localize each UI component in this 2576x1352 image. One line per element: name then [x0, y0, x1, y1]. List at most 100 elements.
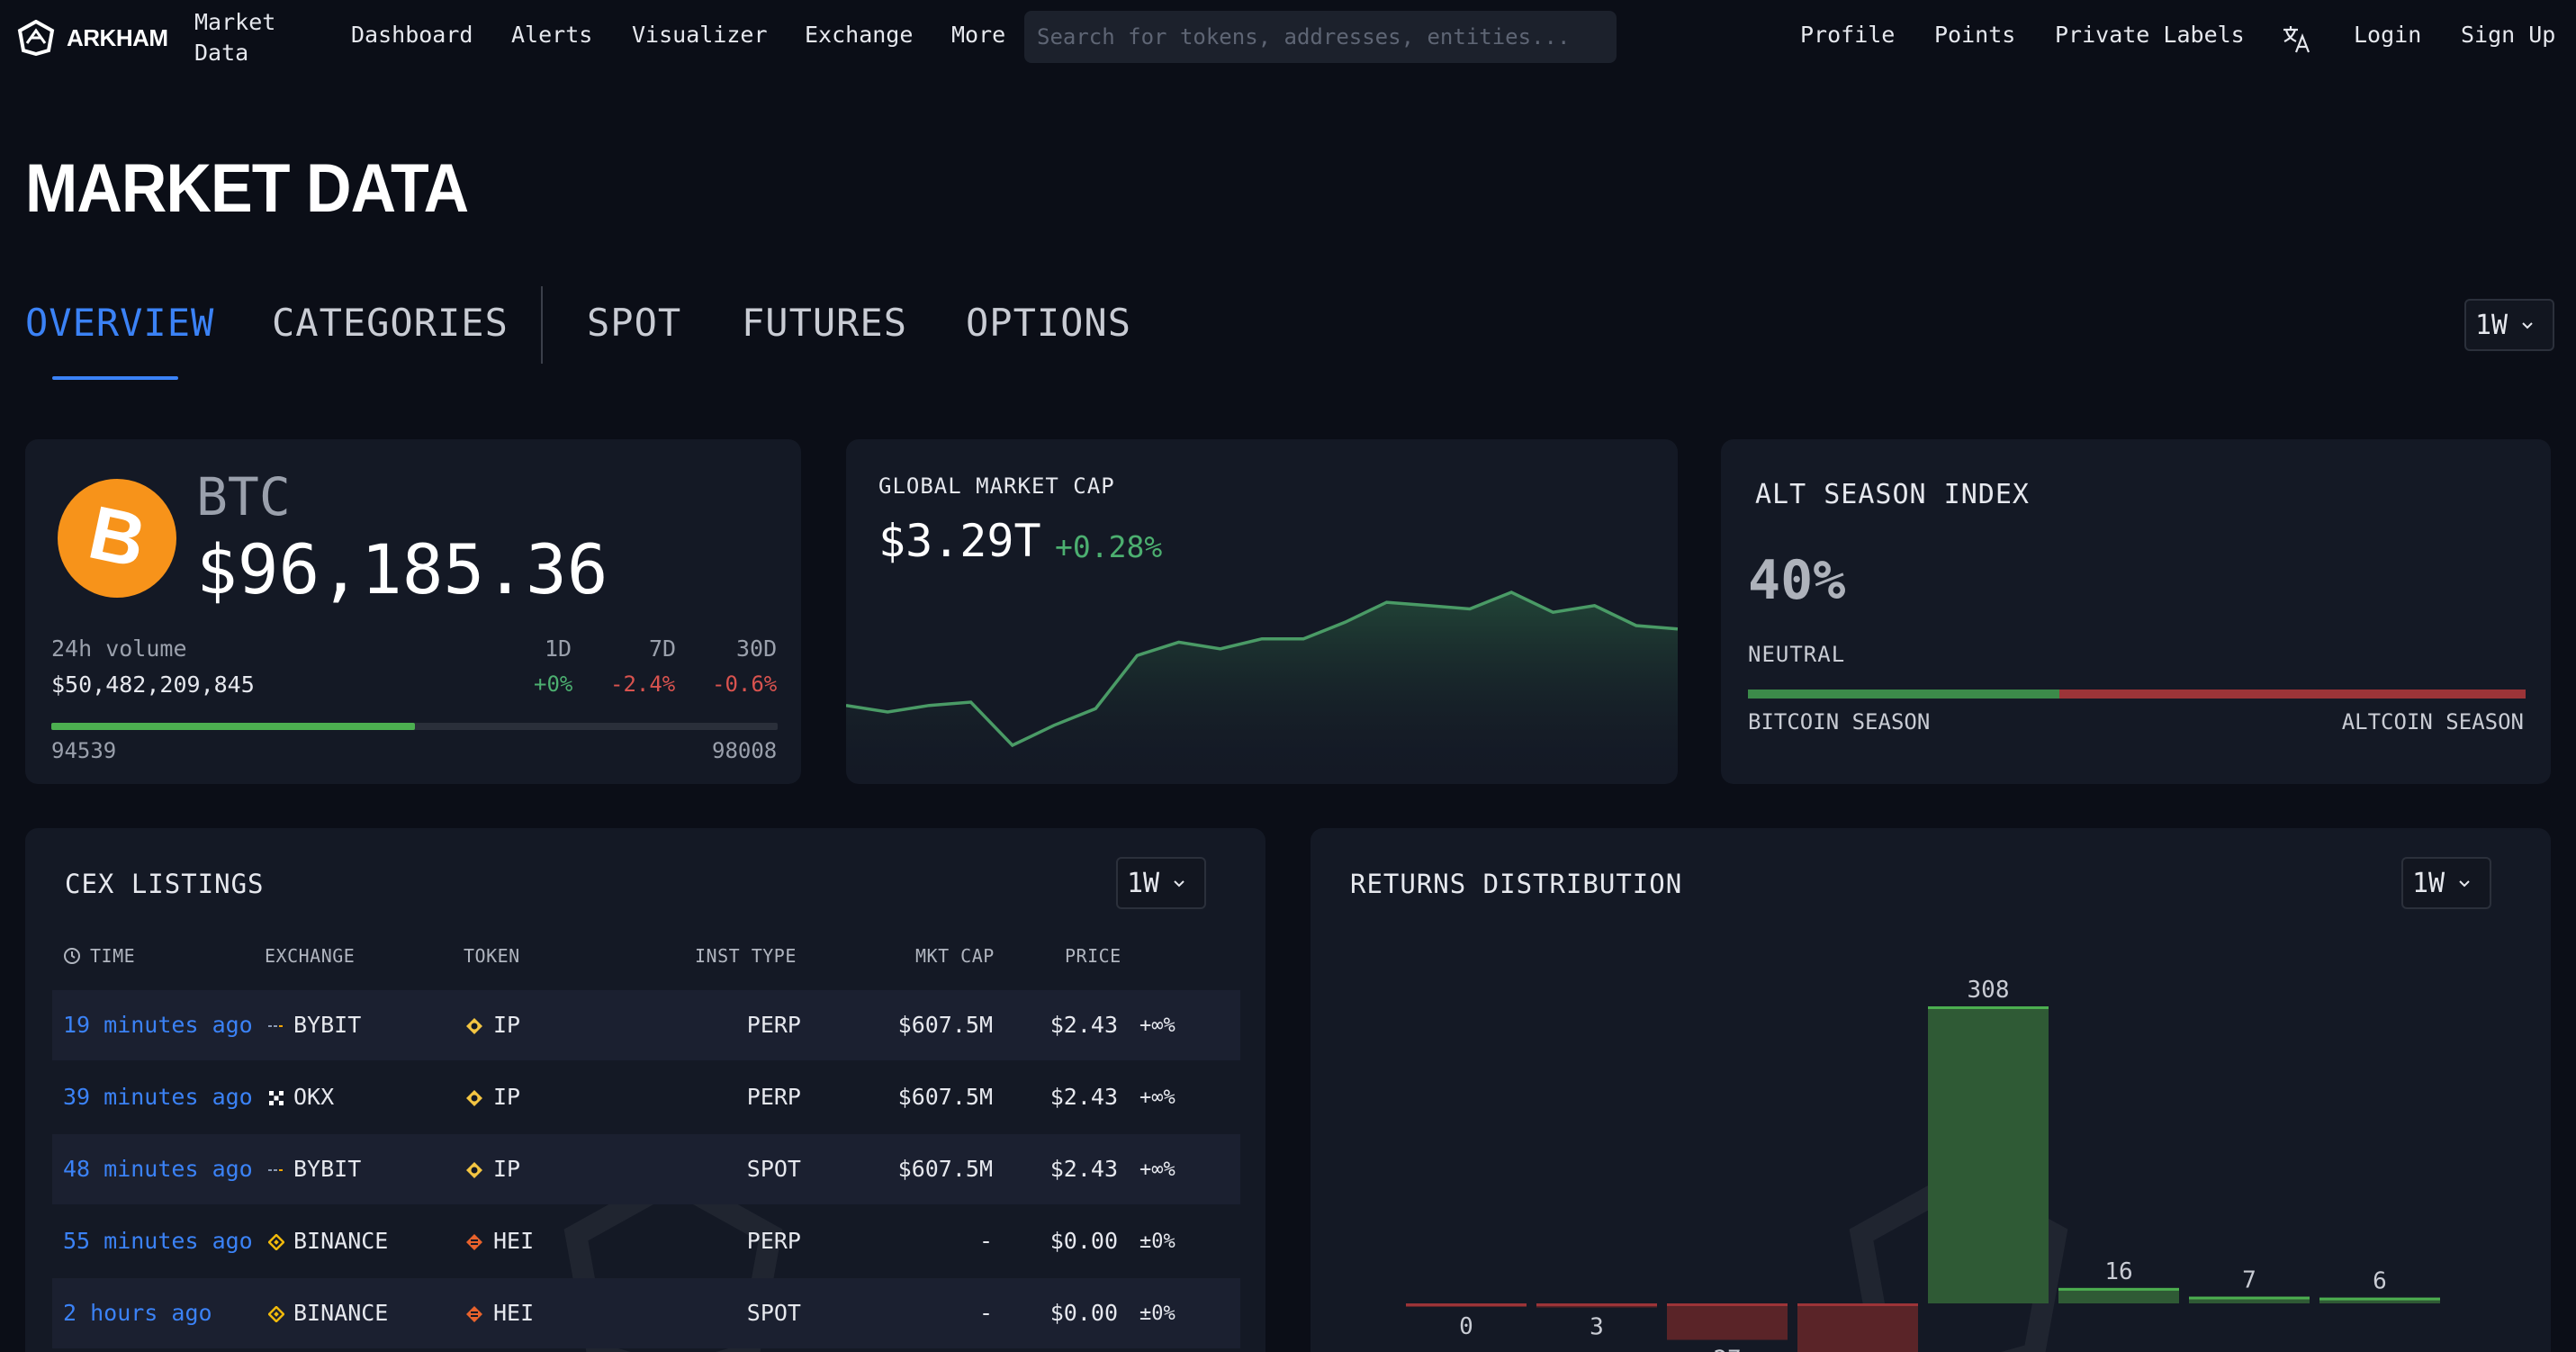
range-low: 94539 — [51, 738, 117, 763]
row-change: +∞% — [1139, 1086, 1175, 1109]
returns-bar[interactable] — [1928, 1006, 2049, 1303]
bitcoin-season-label: BITCOIN SEASON — [1748, 709, 1931, 735]
brand-logo-link[interactable]: ARKHAM — [16, 20, 168, 56]
chevron-down-icon — [1174, 880, 1184, 888]
table-row[interactable]: 2 hours ago BINANCE HEI SPOT - $0.00 ±0% — [52, 1278, 1240, 1348]
altcoin-season-label: ALTCOIN SEASON — [2341, 709, 2524, 735]
row-token[interactable]: IP — [464, 1156, 520, 1182]
table-row[interactable]: 39 minutes ago OKX IP PERP $607.5M $2.43 +∞% — [52, 1062, 1240, 1132]
col-time[interactable]: TIME — [90, 945, 136, 967]
search-input[interactable] — [1037, 24, 1617, 50]
row-time-link[interactable]: 55 minutes ago — [63, 1228, 253, 1254]
nav-points[interactable]: Points — [1934, 22, 2016, 48]
cex-range-select[interactable]: 1W — [1116, 857, 1206, 909]
returns-bar[interactable] — [2058, 1287, 2179, 1303]
alt-season-card[interactable]: ALT SEASON INDEX 40% NEUTRAL BITCOIN SEA… — [1721, 439, 2551, 784]
tab-divider — [541, 286, 543, 364]
returns-bar-label: 27 — [1713, 1347, 1741, 1352]
returns-bar-label: 16 — [2104, 1258, 2132, 1285]
brand-name: ARKHAM — [67, 23, 168, 51]
row-time-link[interactable]: 2 hours ago — [63, 1300, 212, 1326]
login-link[interactable]: Login — [2354, 22, 2422, 48]
row-time-link[interactable]: 48 minutes ago — [63, 1156, 253, 1182]
hei-token-icon — [464, 1228, 493, 1254]
row-token[interactable]: HEI — [464, 1300, 534, 1326]
tab-spot[interactable]: SPOT — [587, 301, 682, 345]
signup-link[interactable]: Sign Up — [2461, 22, 2556, 48]
row-exchange[interactable]: OKX — [268, 1084, 334, 1110]
tab-overview[interactable]: OVERVIEW — [25, 301, 215, 345]
nav-alerts[interactable]: Alerts — [511, 22, 593, 48]
volume-value: $50,482,209,845 — [51, 671, 255, 698]
row-token-label: IP — [493, 1084, 521, 1110]
binance-icon — [268, 1300, 293, 1326]
cex-range-value: 1W — [1127, 867, 1160, 899]
col-exchange[interactable]: EXCHANGE — [265, 945, 356, 967]
nav-dashboard[interactable]: Dashboard — [351, 22, 473, 48]
nav-private-labels[interactable]: Private Labels — [2055, 22, 2245, 48]
alt-season-value: 40% — [1748, 549, 1846, 612]
row-time-link[interactable]: 19 minutes ago — [63, 1012, 253, 1038]
col-price[interactable]: PRICE — [1065, 945, 1121, 967]
returns-bar-edge — [2189, 1296, 2310, 1300]
returns-bar[interactable] — [1667, 1303, 1788, 1340]
market-cap-title: GLOBAL MARKET CAP — [878, 473, 1115, 499]
col-inst-type[interactable]: INST TYPE — [695, 945, 797, 967]
ip-token-icon — [464, 1156, 493, 1182]
row-exchange[interactable]: BINANCE — [268, 1228, 388, 1254]
row-price: $0.00 — [1049, 1228, 1118, 1254]
row-exchange-label: BINANCE — [293, 1300, 389, 1326]
ip-token-icon — [464, 1084, 493, 1110]
returns-bar[interactable] — [1797, 1303, 1918, 1352]
change-1d: +0% — [534, 671, 573, 697]
range-high: 98008 — [712, 738, 778, 763]
search-box[interactable] — [1024, 11, 1617, 63]
returns-bar[interactable] — [2189, 1296, 2310, 1304]
returns-range-select[interactable]: 1W — [2401, 857, 2491, 909]
arkham-watermark-icon — [1849, 1170, 2068, 1352]
row-exchange[interactable]: BYBIT — [268, 1156, 361, 1182]
returns-distribution-card: 0 3 27 308 16 7 6 — [1311, 828, 2551, 1352]
table-row[interactable]: 19 minutes ago BYBIT IP PERP $607.5M $2.43 +∞% — [52, 990, 1240, 1060]
table-row[interactable]: 55 minutes ago BINANCE HEI PERP - $0.00 ±0% — [52, 1206, 1240, 1276]
sparkline-line — [846, 590, 1678, 748]
row-mkt-cap: $607.5M — [897, 1084, 993, 1110]
returns-distribution-title: RETURNS DISTRIBUTION — [1350, 869, 1683, 899]
row-time-link[interactable]: 39 minutes ago — [63, 1084, 253, 1110]
row-change: +∞% — [1139, 1014, 1175, 1037]
row-inst-type: SPOT — [746, 1300, 801, 1326]
tab-futures[interactable]: FUTURES — [742, 301, 908, 345]
btc-card[interactable]: B BTC $96,185.36 24h volume $50,482,209,… — [25, 439, 801, 784]
nav-visualizer[interactable]: Visualizer — [632, 22, 768, 48]
returns-chart: 0 3 27 308 16 7 6 — [1406, 977, 2440, 1352]
returns-bar-label: 7 — [2242, 1267, 2256, 1294]
row-price: $2.43 — [1049, 1156, 1118, 1182]
page-title: MARKET DATA — [25, 150, 469, 227]
section-name: Market Data — [194, 9, 276, 66]
row-token[interactable]: HEI — [464, 1228, 534, 1254]
row-token[interactable]: IP — [464, 1012, 520, 1038]
btc-price: $96,185.36 — [196, 529, 608, 609]
market-cap-card[interactable]: GLOBAL MARKET CAP $3.29T +0.28% — [846, 439, 1678, 784]
col-mkt-cap[interactable]: MKT CAP — [915, 945, 995, 967]
overview-range-select[interactable]: 1W — [2464, 299, 2554, 351]
nav-profile[interactable]: Profile — [1800, 22, 1896, 48]
translate-icon[interactable] — [2281, 23, 2311, 54]
row-inst-type: PERP — [746, 1228, 801, 1254]
arkham-watermark-icon — [563, 1170, 783, 1352]
row-exchange[interactable]: BINANCE — [268, 1300, 388, 1326]
returns-bar[interactable] — [2319, 1297, 2440, 1303]
row-token[interactable]: IP — [464, 1084, 520, 1110]
row-change: +∞% — [1139, 1158, 1175, 1181]
bitcoin-icon: B — [58, 479, 176, 598]
tab-categories[interactable]: CATEGORIES — [272, 301, 509, 345]
tab-options[interactable]: OPTIONS — [966, 301, 1132, 345]
period-1d: 1D — [545, 635, 572, 662]
nav-more[interactable]: More — [951, 22, 1006, 48]
col-token[interactable]: TOKEN — [464, 945, 520, 967]
bybit-icon — [268, 1012, 293, 1038]
table-row[interactable]: 48 minutes ago BYBIT IP SPOT $607.5M $2.43 +∞% — [52, 1134, 1240, 1204]
nav-exchange[interactable]: Exchange — [805, 22, 914, 48]
alt-season-bar-fill — [1748, 690, 2059, 699]
row-exchange[interactable]: BYBIT — [268, 1012, 361, 1038]
